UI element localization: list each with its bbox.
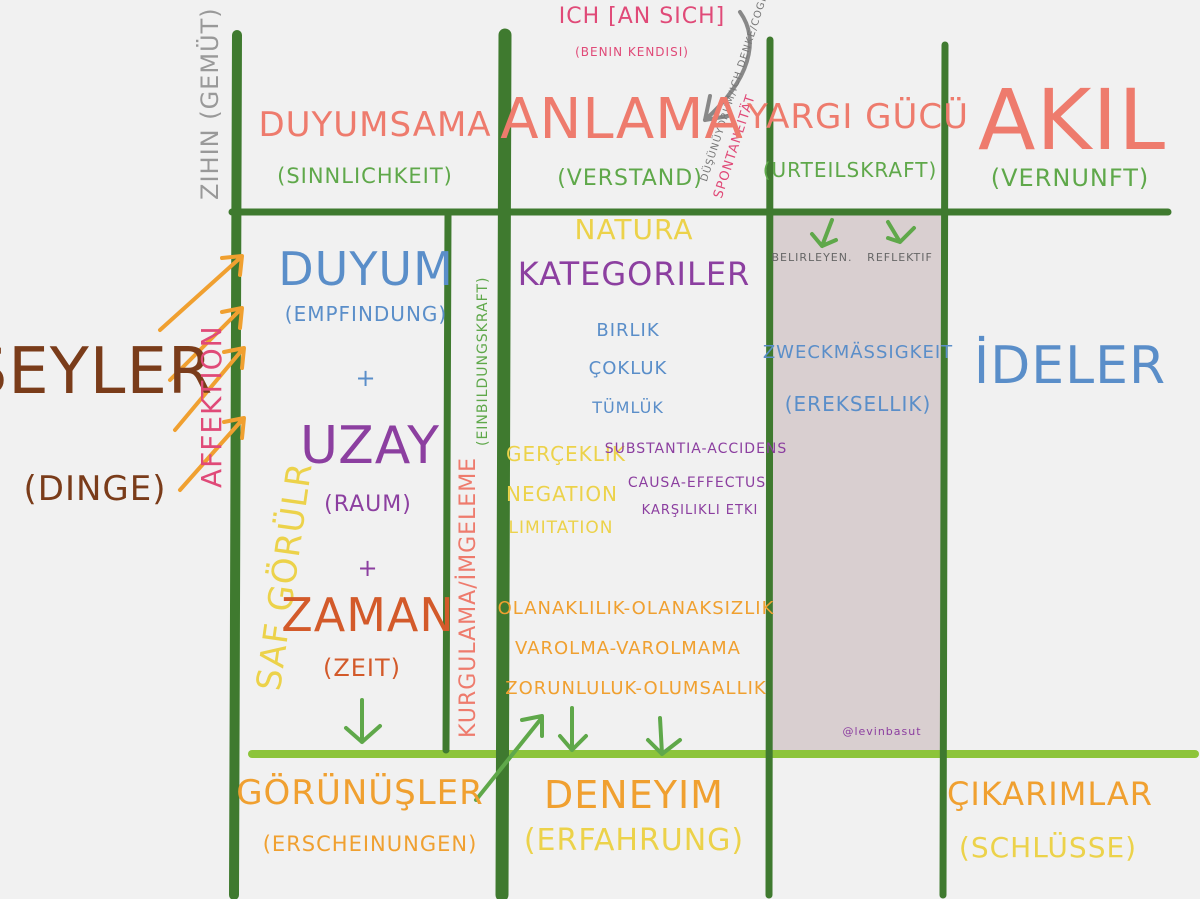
category-tumluk: Tümlük	[592, 398, 664, 417]
gorunusler-heading: Görünüşler	[236, 773, 484, 813]
category-birlik: Birlik	[596, 320, 660, 341]
category-limitation: Limitation	[508, 518, 614, 538]
category-gerceklik: Gerçeklik	[506, 442, 626, 466]
ich-an-sich: ICH [AN SICH]	[558, 4, 726, 29]
affektion-label: Affektion	[195, 325, 228, 488]
natura-label: Natura	[574, 213, 694, 246]
category-cokluk: Çokluk	[588, 358, 668, 379]
uzay-heading: Uzay	[299, 416, 441, 476]
cikarimlar-heading: Çıkarımlar	[946, 775, 1154, 813]
duyumsama-heading: Duyumsama	[258, 105, 492, 145]
vertical-line-imagination	[442, 211, 452, 754]
plus-sign-1: +	[355, 364, 377, 392]
vernunft-label: (Vernunft)	[990, 164, 1150, 192]
seyler-heading: ŞEYLER	[0, 335, 214, 409]
verstand-label: (Verstand)	[557, 166, 703, 191]
category-olanaklilik: Olanaklılık-olanaksızlık	[497, 598, 775, 619]
erscheinungen-label: (Erscheinungen)	[262, 832, 478, 856]
deneyim-heading: Deneyim	[544, 773, 724, 817]
arrow-to-categories	[474, 714, 544, 802]
akil-heading: AKIL	[977, 71, 1167, 169]
category-karsilikli: Karşılıklı etki	[641, 503, 759, 518]
zaman-heading: Zaman	[281, 588, 455, 642]
ich-arrow	[703, 10, 752, 122]
ereksellik-label: (Ereksellik)	[784, 392, 932, 416]
affektion-arrows	[158, 254, 246, 492]
anlama-heading: Anlama	[500, 87, 744, 152]
zeit-label: (Zeit)	[322, 654, 402, 682]
kategoriler-heading: Kategoriler	[517, 255, 751, 293]
arrow-belirleyen-down	[810, 218, 838, 248]
vertical-line-judgment-right	[939, 41, 949, 899]
category-zorunluluk: Zorunluluk-olumsallık	[505, 678, 767, 699]
yargi-gucu-heading: Yargı gücü	[746, 97, 970, 137]
erfahrung-label: (Erfahrung)	[523, 823, 745, 858]
sinnlichkeit-label: (Sinnlichkeit)	[277, 164, 453, 188]
category-varolma: Varolma-varolmama	[515, 638, 741, 659]
kurgulama-label: Kurgulama/İmgeleme	[456, 456, 481, 738]
einbildungskraft-label: (Einbildungskraft)	[475, 276, 491, 446]
dinge-label: (Dinge)	[23, 469, 167, 509]
arrow-categories-down-1	[558, 706, 588, 752]
judgment-shaded-area	[772, 212, 942, 750]
zihin-gemut: Zihin (Gemüt)	[196, 7, 224, 200]
urteilskraft-label: (Urteilskraft)	[762, 158, 938, 182]
vertical-line-understanding	[495, 28, 512, 899]
benin-kendisi: (Benin Kendisi)	[575, 45, 689, 59]
plus-sign-2: +	[357, 554, 379, 582]
arrow-categories-down-2	[646, 716, 682, 756]
arrow-reflektif-down	[886, 220, 916, 244]
reflektif-label: reflektif	[867, 251, 933, 264]
empfindung-label: (Empfindung)	[284, 302, 448, 326]
category-negation: Negation	[505, 482, 619, 506]
author-credit: @levinbasut	[842, 725, 922, 738]
vertical-line-zihin	[229, 30, 242, 899]
category-causa: Causa-effectus	[627, 475, 767, 491]
arrow-zeit-down	[344, 698, 382, 744]
category-substantia: Substantia-accidens	[604, 441, 788, 457]
raum-label: (Raum)	[324, 492, 412, 517]
belirleyen-label: Belirleyen.	[771, 251, 853, 264]
zweckmassigkeit-label: Zweckmäßigkeit	[762, 342, 954, 363]
vertical-line-judgment-left	[765, 36, 774, 899]
ideler-heading: İdeler	[973, 336, 1167, 396]
duyum-heading: Duyum	[278, 242, 454, 296]
schlusse-label: (Schlüsse)	[958, 831, 1138, 864]
